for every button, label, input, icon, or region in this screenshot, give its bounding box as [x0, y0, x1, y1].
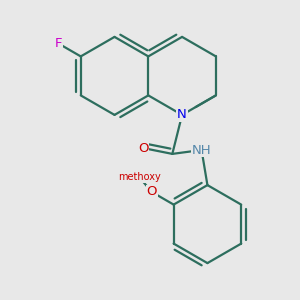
- Text: methoxy: methoxy: [118, 172, 160, 182]
- Text: F: F: [55, 37, 62, 50]
- Text: O: O: [138, 142, 148, 154]
- Text: N: N: [177, 108, 187, 122]
- Text: NH: NH: [192, 143, 212, 157]
- Text: O: O: [146, 185, 157, 198]
